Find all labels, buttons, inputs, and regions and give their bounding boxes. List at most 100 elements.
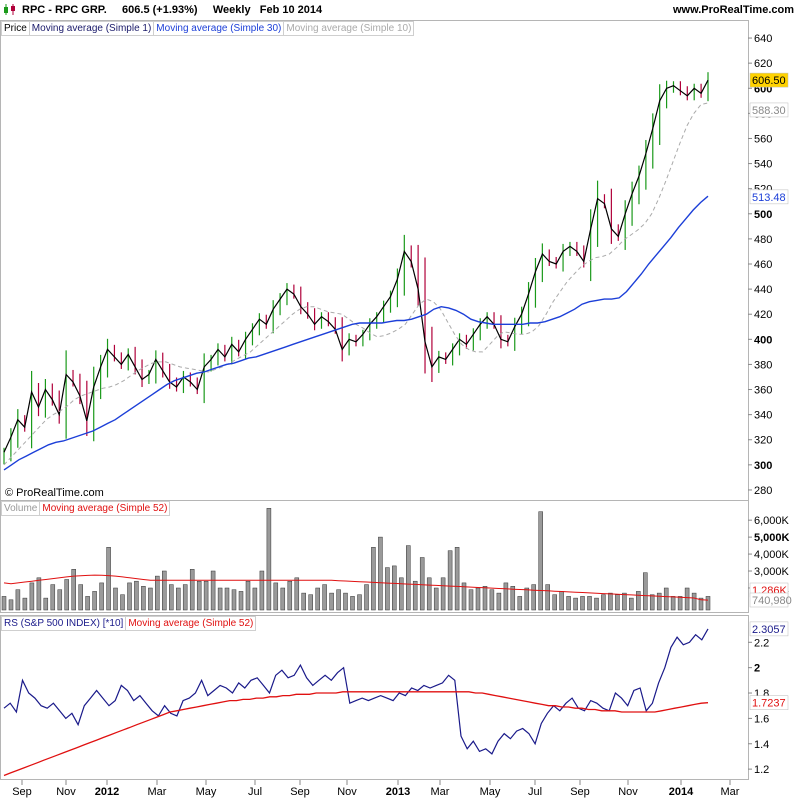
value-badges: 606.50588.30513.481,286K740,9802.30571.7… (749, 72, 792, 710)
x-tick-label: 2014 (669, 786, 694, 798)
x-tick-label: May (480, 786, 501, 798)
volume-ma (3, 574, 709, 601)
x-tick-label: May (196, 786, 217, 798)
legend-rs-ma[interactable]: Moving average (Simple 52) (125, 616, 257, 631)
volume-bar (608, 592, 613, 611)
price-lines (3, 79, 709, 471)
volume-ma-line (3, 574, 709, 601)
volume-bar (329, 592, 334, 611)
x-tick-label: 2012 (95, 786, 119, 798)
volume-bar (127, 582, 132, 611)
volume-bar (78, 584, 83, 611)
volume-bar (677, 596, 683, 611)
price-y-tick-label: 480 (754, 234, 772, 246)
volume-bar (510, 586, 516, 611)
x-tick-label: Nov (618, 786, 638, 798)
legend-volume-ma[interactable]: Moving average (Simple 52) (39, 501, 171, 516)
legend-sma10[interactable]: Moving average (Simple 10) (283, 21, 415, 36)
price-y-tick-label: 380 (754, 359, 772, 371)
volume-last-badge: 740,980 (752, 595, 792, 607)
rs-line (3, 628, 709, 755)
x-tick-label: Mar (721, 786, 740, 798)
volume-bar (294, 577, 300, 611)
volume-bar (594, 597, 599, 611)
volume-bar (169, 584, 174, 611)
volume-bar (433, 587, 439, 611)
volume-bar (670, 596, 676, 611)
volume-bar (15, 589, 21, 611)
rs-legend: RS (S&P 500 INDEX) [*10] Moving average (… (1, 616, 257, 631)
legend-price[interactable]: Price (1, 21, 30, 36)
volume-bar (350, 596, 355, 611)
volume-bar (691, 592, 697, 611)
volume-bar (231, 589, 237, 611)
volume-bar (224, 587, 230, 611)
rs-y-tick-label: 1.4 (754, 739, 769, 751)
volume-bar (496, 592, 502, 611)
volume-bar (392, 565, 397, 611)
legend-sma30[interactable]: Moving average (Simple 30) (153, 21, 285, 36)
volume-bar (85, 596, 90, 611)
x-tick-label: Sep (12, 786, 32, 798)
chart-header: RPC - RPC GRP. 606.5 (+1.93%) Weekly Feb… (0, 0, 800, 20)
rs-ma-badge-box (749, 695, 789, 710)
x-tick-label: Mar (148, 786, 167, 798)
rs-lines (3, 628, 709, 777)
volume-bar (357, 594, 362, 611)
volume-bar (36, 577, 42, 611)
volume-legend: Volume Moving average (Simple 52) (1, 501, 171, 516)
volume-bar (412, 580, 418, 611)
x-tick-label: Sep (570, 786, 590, 798)
volume-bar (106, 547, 111, 611)
volume-bar (643, 572, 648, 611)
volume-bar (336, 589, 341, 611)
price-y-tick-label: 420 (754, 309, 772, 321)
legend-volume[interactable]: Volume (1, 501, 41, 516)
volume-bar (8, 599, 14, 611)
volume-y-tick-label: 3,000K (754, 566, 790, 578)
volume-bar (552, 594, 557, 611)
price-y-tick-label: 560 (754, 133, 772, 145)
volume-bar (259, 570, 265, 611)
legend-sma1[interactable]: Moving average (Simple 1) (28, 21, 155, 36)
volume-bar (176, 587, 181, 611)
volume-y-tick-label: 6,000K (754, 515, 790, 527)
volume-bar (538, 511, 543, 611)
x-tick-label: Mar (431, 786, 450, 798)
volume-bar (50, 584, 56, 611)
volume-bar (503, 582, 509, 611)
site-url[interactable]: www.ProRealTime.com (672, 4, 794, 16)
price-y-tick-label: 440 (754, 284, 772, 296)
rs-y-tick-label: 1.2 (754, 764, 769, 776)
price-y-tick-label: 540 (754, 159, 772, 171)
x-tick-label: Jul (528, 786, 542, 798)
volume-bar (622, 592, 627, 611)
volume-bar (378, 536, 383, 611)
volume-bar (580, 596, 585, 611)
rs-badge: 2.3057 (752, 624, 786, 636)
volume-bar (426, 577, 432, 611)
price-last-badge-box (749, 72, 789, 88)
volume-bar (489, 589, 495, 611)
rs-ma-badge: 1.7237 (752, 698, 786, 710)
volume-bar (43, 597, 49, 611)
volume-bar (684, 587, 690, 611)
price-y-tick-label: 500 (754, 209, 772, 221)
sma30-badge-box (749, 189, 789, 205)
volume-bar (364, 584, 369, 611)
volume-bar (308, 594, 313, 611)
price-last-badge: 606.50 (752, 75, 786, 87)
legend-rs[interactable]: RS (S&P 500 INDEX) [*10] (1, 616, 127, 631)
volume-bar (245, 580, 251, 611)
volume-bar (545, 584, 550, 611)
volume-bar (559, 591, 564, 611)
volume-bar (203, 580, 209, 611)
candlestick-icon (4, 4, 15, 15)
volume-bar (566, 596, 571, 611)
volume-bar (440, 577, 446, 611)
volume-bars (1, 508, 711, 611)
volume-bar (461, 582, 467, 611)
volume-bar (399, 577, 404, 611)
volume-bar (517, 596, 523, 611)
